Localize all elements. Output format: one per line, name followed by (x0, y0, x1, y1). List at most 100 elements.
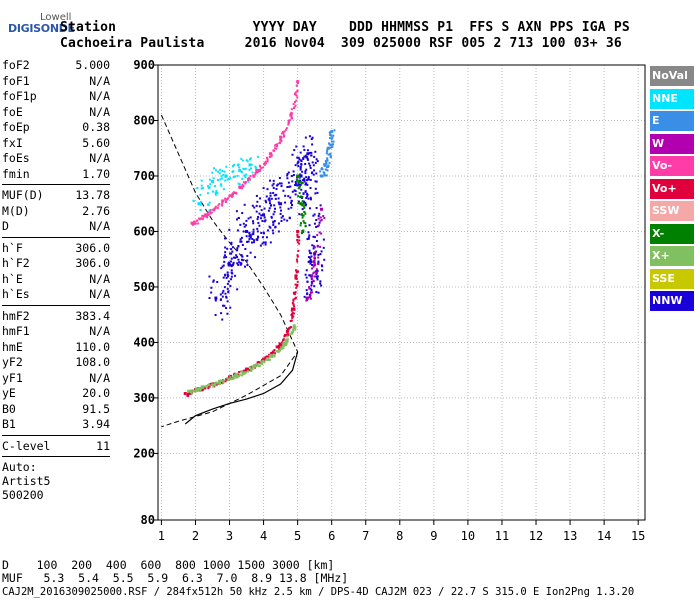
data-point-nne (214, 193, 217, 196)
data-point-vo-minus (262, 166, 265, 169)
data-point-nnw (315, 158, 318, 161)
data-point-x-minus (296, 179, 299, 182)
data-point-nnw (224, 251, 227, 254)
data-point-nnw (241, 243, 244, 246)
data-point-x-minus (298, 192, 301, 195)
data-point-vo-minusplus (296, 270, 299, 273)
legend-item-noval: NoVal (650, 66, 694, 86)
data-point-nne (200, 179, 203, 182)
data-point-nne (244, 168, 247, 171)
data-point-nnw (262, 187, 265, 190)
data-point-vo-minus (290, 116, 293, 119)
data-point-nnw (222, 276, 225, 279)
data-point-nnw (229, 284, 232, 287)
data-point-nne (245, 173, 248, 176)
data-point-nne (241, 159, 244, 162)
data-point-vo-minus (191, 223, 194, 226)
data-point-nne (244, 176, 247, 179)
data-point-e (325, 174, 328, 177)
data-point-nnw (237, 258, 240, 261)
data-point-nne (237, 182, 240, 185)
data-point-nnw (294, 164, 297, 167)
data-point-nnw (250, 241, 253, 244)
param-key: yE (2, 386, 16, 400)
data-point-w (313, 263, 317, 267)
data-point-e (325, 152, 328, 155)
data-point-x-minusplus (277, 351, 280, 354)
data-point-x-minusplus (212, 385, 215, 388)
data-point-x-minusplus (286, 338, 289, 341)
data-point-vo-minus (292, 107, 295, 110)
data-point-vo-minus (252, 174, 255, 177)
data-point-nne (208, 209, 211, 212)
data-point-x-minusplus (194, 390, 197, 393)
param-key: yF2 (2, 355, 23, 369)
data-point-w (313, 271, 316, 274)
data-point-nnw (227, 290, 230, 293)
data-point-nnw (303, 155, 306, 158)
data-point-vo-minus (226, 198, 229, 201)
data-point-nnw (241, 255, 244, 258)
data-point-vo-minus (228, 195, 231, 198)
data-point-nnw (249, 235, 252, 238)
data-point-nnw (274, 207, 277, 210)
data-point-vo-minus (274, 143, 277, 146)
data-point-nnw (321, 269, 324, 272)
data-point-nnw (316, 191, 319, 194)
logo-digisonde-text: DIGISONDE (8, 22, 75, 35)
data-point-w (312, 260, 315, 263)
data-point-vo-minus (252, 175, 255, 178)
data-point-w (306, 296, 310, 300)
param-key: foF1p (2, 89, 37, 103)
data-point-w (311, 282, 314, 285)
data-point-w (320, 232, 323, 235)
data-point-nnw (255, 210, 258, 213)
data-point-vo-minus (235, 192, 238, 195)
data-point-e (323, 163, 327, 167)
data-point-nnw (297, 160, 300, 163)
data-point-nnw (289, 196, 292, 199)
data-point-nnw (240, 236, 243, 239)
data-point-x-minusplus (267, 357, 270, 360)
data-point-vo-minusplus (289, 319, 292, 322)
param-key: foE (2, 104, 23, 119)
data-point-e (328, 162, 331, 165)
data-point-vo-minus (279, 138, 282, 141)
data-point-w (311, 267, 314, 270)
separator (2, 434, 110, 436)
data-point-vo-minusplus (298, 239, 301, 242)
param-key: foF2 (2, 58, 30, 72)
data-point-x-minusplus (249, 366, 252, 369)
data-point-nnw (222, 289, 225, 292)
data-point-x-minusplus (258, 364, 261, 367)
data-point-nnw (212, 279, 215, 282)
data-point-nnw (277, 230, 280, 233)
data-point-vo-minus (296, 80, 300, 84)
data-point-nnw (245, 224, 248, 227)
data-point-vo-minusplus (287, 328, 290, 331)
data-point-nne (234, 175, 237, 178)
data-point-nnw (269, 179, 272, 182)
data-point-nnw (301, 170, 304, 173)
data-point-nnw (230, 241, 233, 244)
data-point-e (332, 143, 335, 146)
data-point-x-minusplus (190, 392, 193, 395)
data-point-vo-minus (247, 179, 250, 182)
data-point-nnw (317, 214, 320, 217)
data-point-x-minusplus (241, 371, 244, 374)
data-point-vo-minus (254, 173, 257, 176)
data-point-vo-minusplus (296, 235, 299, 238)
data-point-nnw (246, 240, 249, 243)
data-point-nnw (269, 241, 272, 244)
data-point-nnw (224, 246, 227, 249)
param-key: h`Es (2, 287, 30, 301)
data-point-nnw (270, 215, 273, 218)
data-point-e (327, 153, 330, 156)
data-point-x-minusplus (234, 376, 237, 379)
data-point-nnw (310, 138, 313, 141)
data-point-nnw (269, 226, 272, 229)
data-point-vo-minusplus (243, 369, 246, 372)
data-point-nnw (264, 243, 267, 246)
data-point-nnw (314, 161, 317, 164)
param-row-fxi: fxI 5.60 (2, 136, 110, 152)
